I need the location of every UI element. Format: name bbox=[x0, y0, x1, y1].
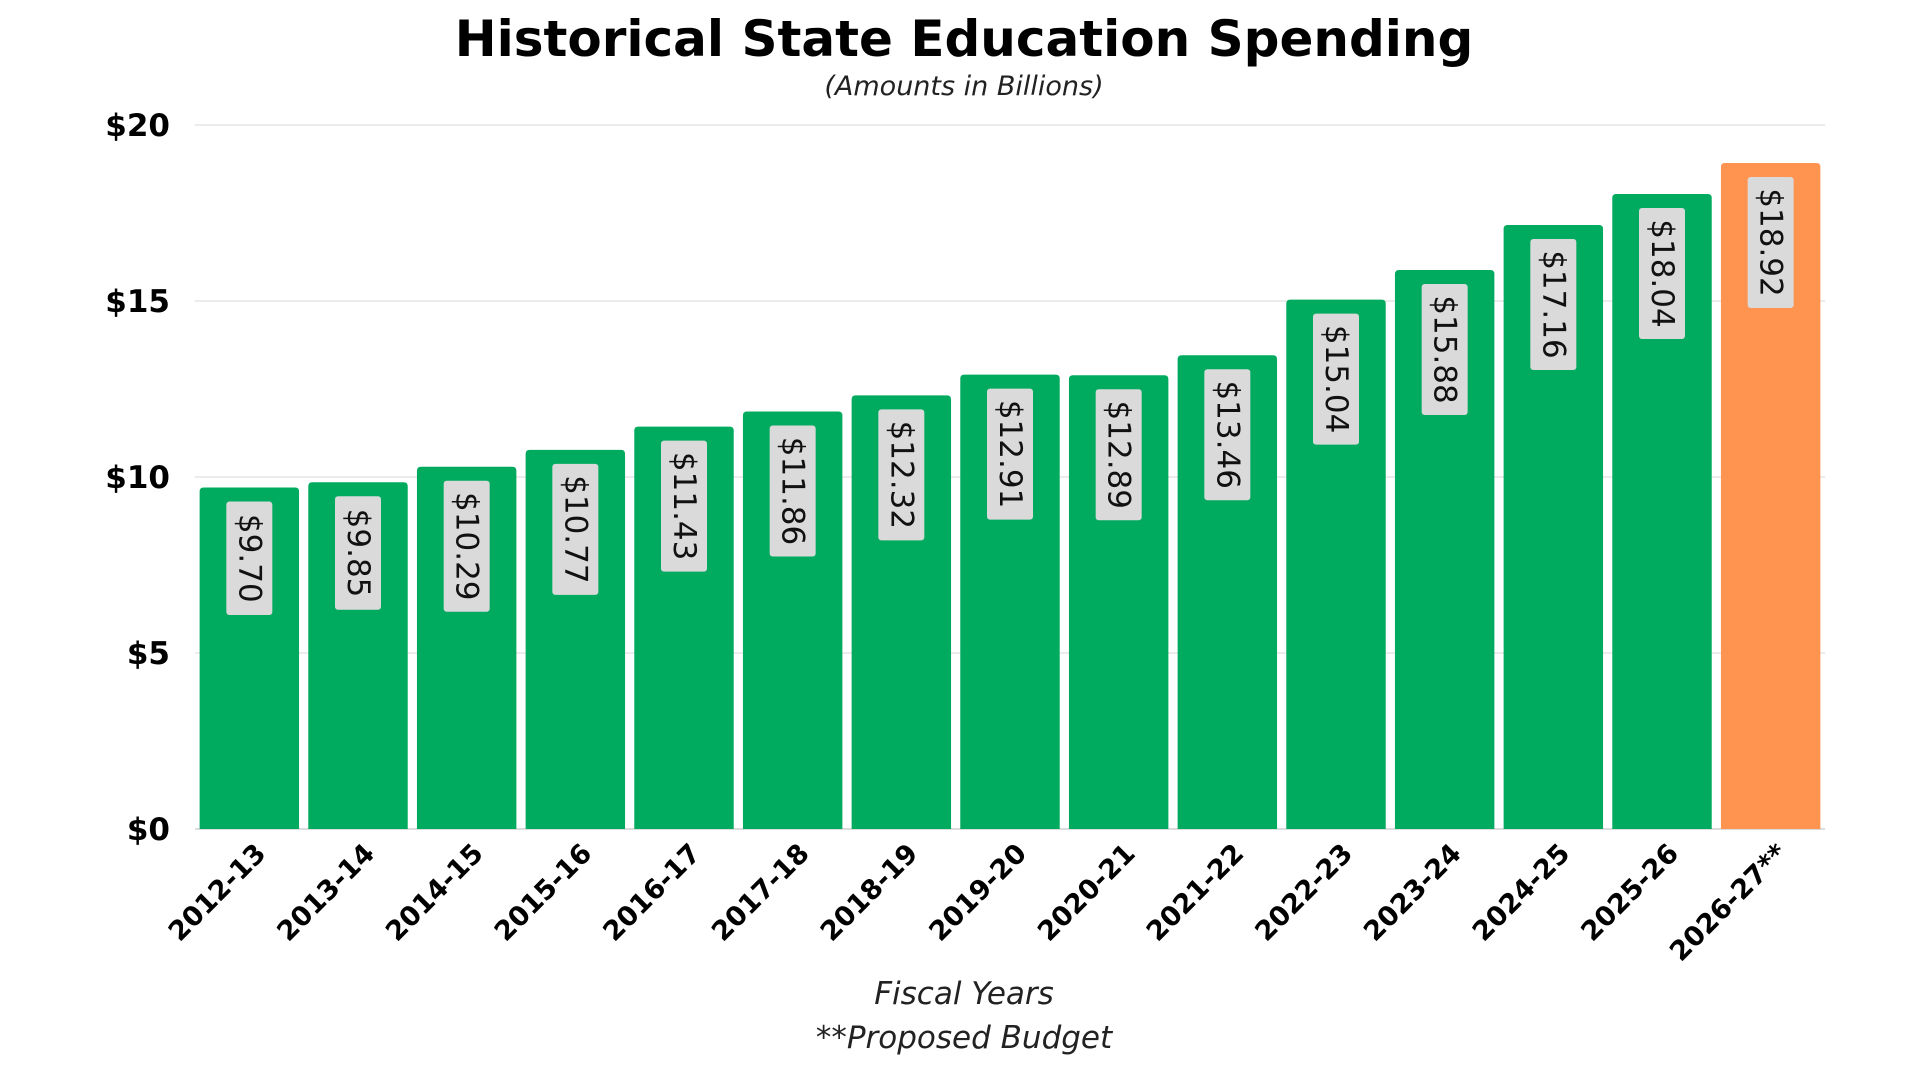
data-label-text: $12.91 bbox=[992, 400, 1028, 508]
x-tick-label: 2016-17 bbox=[597, 838, 707, 948]
y-axis-ticks: $0 $5 $10 $15 $20 bbox=[105, 108, 170, 848]
bar-2025-26 bbox=[1612, 193, 1712, 829]
data-label-box bbox=[552, 463, 599, 595]
data-label-box bbox=[987, 388, 1033, 520]
y-tick-label: $0 bbox=[127, 812, 170, 848]
proposed-budget-note: **Proposed Budget bbox=[816, 1020, 1114, 1056]
x-axis-ticks: 2012-13 2013-14 2014-15 2015-16 2016-17 2017-… bbox=[163, 838, 1794, 968]
data-label: $12.89 bbox=[1095, 389, 1142, 521]
x-tick-label: 2026-27** bbox=[1664, 838, 1794, 968]
bar-2021-22 bbox=[1177, 355, 1278, 829]
data-label: $17.16 bbox=[1530, 238, 1577, 370]
bar-2016-17 bbox=[634, 426, 734, 829]
chart-subtitle: (Amounts in Billions) bbox=[824, 71, 1103, 102]
bar-2024-25 bbox=[1503, 224, 1604, 829]
data-label: $13.46 bbox=[1204, 369, 1251, 501]
data-label: $9.70 bbox=[226, 501, 273, 616]
data-label: $10.29 bbox=[443, 480, 490, 612]
bar-2015-16 bbox=[525, 449, 626, 829]
x-tick-label: 2025-26 bbox=[1575, 838, 1685, 948]
data-label-box bbox=[661, 440, 707, 572]
bar-2019-20 bbox=[960, 374, 1060, 829]
data-label-text: $10.77 bbox=[557, 475, 593, 583]
x-axis-label: Fiscal Years bbox=[874, 976, 1054, 1012]
bar-2012-13 bbox=[199, 487, 300, 829]
y-tick-label: $5 bbox=[127, 636, 170, 672]
data-label-box bbox=[226, 501, 273, 616]
chart-title: Historical State Education Spending bbox=[455, 10, 1474, 68]
data-label-text: $18.92 bbox=[1753, 188, 1789, 296]
data-label-text: $9.85 bbox=[340, 509, 376, 598]
data-label-text: $10.29 bbox=[449, 492, 485, 600]
x-tick-label: 2014-15 bbox=[380, 838, 490, 948]
data-label-box bbox=[443, 480, 490, 612]
bar-2018-19 bbox=[851, 395, 952, 829]
data-label-box bbox=[1747, 177, 1794, 309]
bar-2017-18 bbox=[742, 411, 843, 829]
x-tick-label: 2017-18 bbox=[706, 838, 816, 948]
data-label-box bbox=[1204, 369, 1251, 501]
x-tick-label: 2020-21 bbox=[1032, 838, 1142, 948]
data-label-box bbox=[1095, 389, 1142, 521]
x-tick-label: 2015-16 bbox=[489, 838, 599, 948]
data-label-box bbox=[1639, 207, 1685, 339]
data-label: $11.86 bbox=[769, 425, 816, 557]
bar-2023-24 bbox=[1394, 270, 1495, 829]
data-label-text: $18.04 bbox=[1644, 219, 1680, 327]
data-label-text: $15.04 bbox=[1318, 325, 1354, 433]
bars: $9.70 $9.85 $10.29 $10.77 $11.43 $11.86 $12.32… bbox=[199, 163, 1821, 830]
y-tick-label: $15 bbox=[105, 284, 170, 320]
y-tick-label: $20 bbox=[105, 108, 170, 144]
data-label: $11.43 bbox=[661, 440, 707, 572]
data-label-text: $11.43 bbox=[666, 452, 702, 560]
data-label-box bbox=[769, 425, 816, 557]
x-tick-label: 2022-23 bbox=[1249, 838, 1359, 948]
x-tick-label: 2012-13 bbox=[163, 838, 273, 948]
y-tick-label: $10 bbox=[105, 460, 170, 496]
data-label-box bbox=[1530, 238, 1577, 370]
data-label-box bbox=[1421, 284, 1468, 416]
data-label: $10.77 bbox=[552, 463, 599, 595]
data-label: $12.91 bbox=[987, 388, 1033, 520]
data-label-text: $9.70 bbox=[231, 514, 267, 603]
data-label-text: $12.32 bbox=[883, 421, 919, 529]
data-label-text: $15.88 bbox=[1427, 295, 1463, 403]
data-label: $18.04 bbox=[1639, 207, 1685, 339]
data-label: $15.04 bbox=[1313, 313, 1359, 445]
x-tick-label: 2018-19 bbox=[815, 838, 925, 948]
bar-2013-14 bbox=[308, 482, 408, 829]
bar-2022-23 bbox=[1286, 299, 1386, 829]
x-tick-label: 2024-25 bbox=[1467, 838, 1577, 948]
bar-2014-15 bbox=[416, 466, 517, 829]
x-tick-label: 2013-14 bbox=[271, 838, 381, 948]
data-label-box bbox=[878, 409, 925, 541]
data-label: $9.85 bbox=[335, 496, 381, 610]
bar-2020-21 bbox=[1068, 375, 1169, 829]
x-tick-label: 2019-20 bbox=[923, 838, 1033, 948]
data-label: $12.32 bbox=[878, 409, 925, 541]
data-label-text: $11.86 bbox=[775, 437, 811, 545]
data-label-text: $12.89 bbox=[1101, 401, 1137, 509]
data-label-box bbox=[335, 496, 381, 610]
x-tick-label: 2021-22 bbox=[1141, 838, 1251, 948]
x-tick-label: 2023-24 bbox=[1358, 838, 1468, 948]
bar-2026-27 bbox=[1720, 163, 1821, 830]
data-label-text: $17.16 bbox=[1535, 250, 1571, 358]
data-label-text: $13.46 bbox=[1209, 380, 1245, 488]
data-label: $18.92 bbox=[1747, 177, 1794, 309]
data-label: $15.88 bbox=[1421, 284, 1468, 416]
data-label-box bbox=[1313, 313, 1359, 445]
